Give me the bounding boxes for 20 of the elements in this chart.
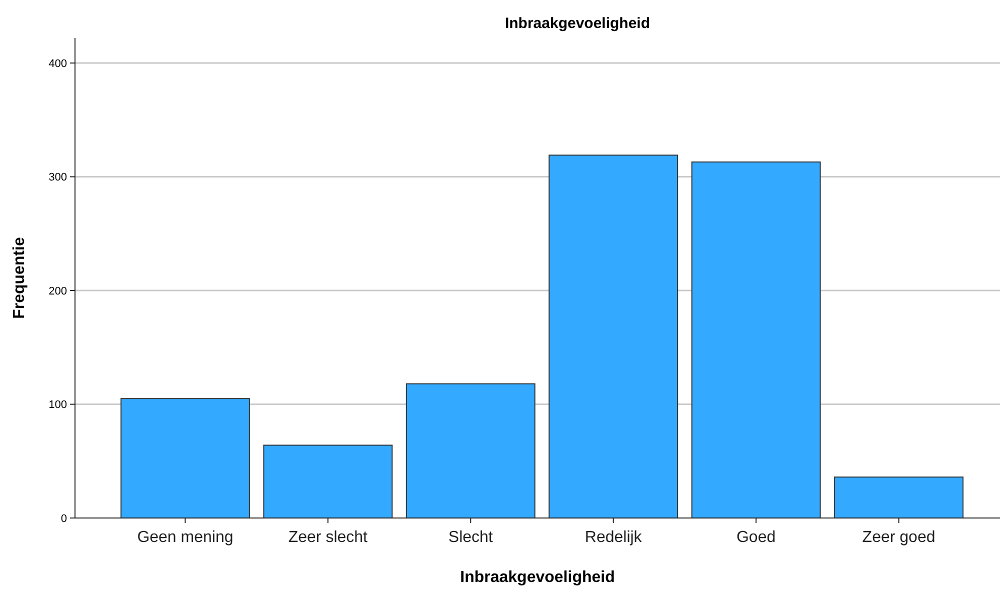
bar	[263, 444, 393, 518]
y-tick-label: 0	[60, 512, 67, 525]
y-tick-label: 400	[48, 58, 67, 70]
y-tick-label: 100	[48, 399, 67, 412]
y-tick-label: 200	[48, 285, 67, 298]
x-tick-label: Zeer goed	[862, 529, 936, 546]
x-tick-label: Redelijk	[584, 529, 643, 546]
bar	[548, 154, 678, 518]
x-tick-label: Geen mening	[137, 529, 234, 546]
bar	[691, 161, 821, 518]
bar	[406, 383, 536, 518]
bar	[834, 476, 964, 518]
y-tick-label: 300	[48, 172, 67, 184]
x-tick-label: Slecht	[448, 529, 494, 546]
x-tick-label: Zeer slecht	[288, 529, 368, 546]
y-axis-title: Frequentie	[11, 237, 28, 319]
bar	[120, 398, 250, 518]
x-axis-title: Inbraakgevoeligheid	[460, 569, 615, 586]
chart-title: Inbraakgevoeligheid	[504, 15, 650, 32]
x-tick-label: Goed	[736, 529, 776, 546]
